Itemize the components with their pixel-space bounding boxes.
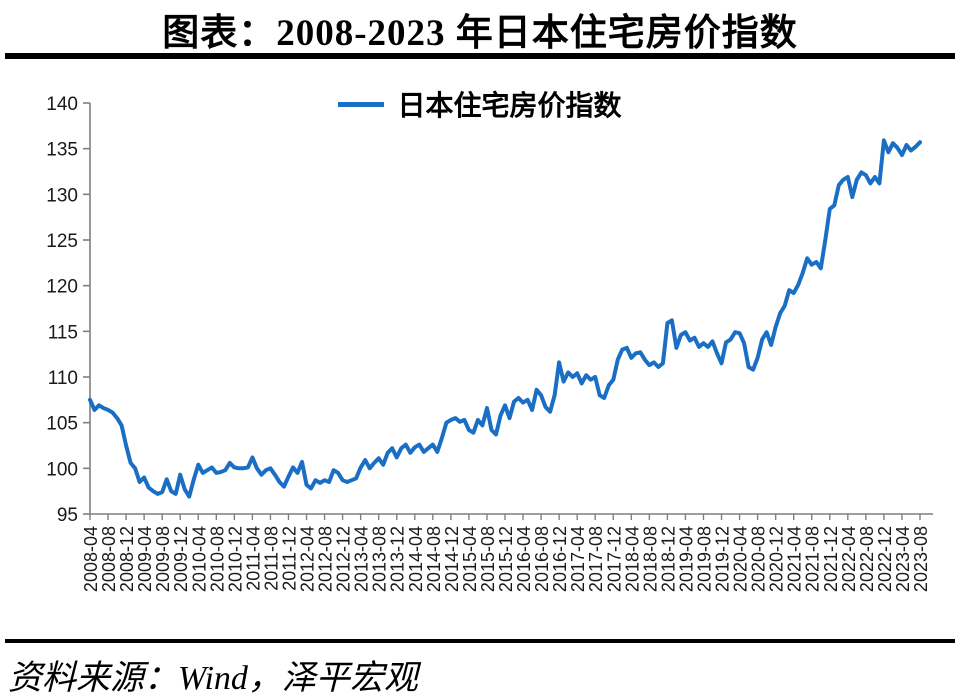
legend-line-swatch bbox=[338, 101, 385, 107]
x-tick-label: 2013-08 bbox=[370, 526, 390, 592]
y-tick-label: 110 bbox=[48, 368, 78, 389]
x-tick-label: 2012-04 bbox=[298, 526, 318, 592]
x-tick-label: 2020-08 bbox=[749, 526, 769, 592]
x-tick-label: 2021-12 bbox=[821, 526, 841, 592]
y-tick-label: 105 bbox=[46, 414, 78, 435]
x-tick-label: 2019-08 bbox=[694, 526, 714, 592]
x-tick-label: 2020-12 bbox=[767, 526, 787, 592]
x-tick-label: 2012-08 bbox=[316, 526, 336, 592]
x-tick-label: 2019-04 bbox=[676, 526, 696, 592]
y-tick-label: 135 bbox=[46, 140, 78, 161]
x-tick-label: 2023-04 bbox=[893, 526, 913, 592]
x-tick-label: 2022-04 bbox=[839, 526, 859, 592]
x-tick-label: 2017-12 bbox=[604, 526, 624, 592]
x-tick-label: 2018-12 bbox=[658, 526, 678, 592]
axis-lines bbox=[89, 103, 933, 515]
source-note: 资料来源：Wind，泽平宏观 bbox=[8, 660, 418, 693]
y-tick-label: 120 bbox=[46, 277, 78, 298]
x-tick-label: 2018-08 bbox=[640, 526, 660, 592]
x-tick-label: 2020-04 bbox=[731, 526, 751, 592]
y-tick-label: 95 bbox=[57, 505, 78, 526]
x-tick-label: 2014-12 bbox=[442, 526, 462, 592]
y-tick-label: 140 bbox=[46, 94, 78, 115]
x-tick-label: 2016-12 bbox=[550, 526, 570, 592]
x-tick-label: 2022-08 bbox=[857, 526, 877, 592]
x-tick-label: 2015-12 bbox=[496, 526, 516, 592]
x-tick-label: 2019-12 bbox=[713, 526, 733, 592]
x-axis: 2008-042008-082008-122009-042009-082009-… bbox=[81, 514, 931, 592]
x-tick-label: 2022-12 bbox=[875, 526, 895, 592]
x-tick-label: 2008-04 bbox=[81, 526, 101, 592]
x-tick-label: 2016-04 bbox=[514, 526, 534, 592]
x-tick-label: 2013-04 bbox=[352, 526, 372, 592]
x-tick-label: 2014-04 bbox=[406, 526, 426, 592]
x-tick-label: 2010-08 bbox=[207, 526, 227, 592]
footer-divider-rule bbox=[5, 639, 955, 643]
x-tick-label: 2009-12 bbox=[171, 526, 191, 592]
x-tick-label: 2011-12 bbox=[279, 526, 299, 591]
x-tick-label: 2014-08 bbox=[424, 526, 444, 592]
x-tick-label: 2010-12 bbox=[225, 526, 245, 592]
y-tick-label: 125 bbox=[46, 231, 78, 252]
price-index-chart: 951001051101151201251301351402008-042008… bbox=[46, 94, 933, 592]
x-tick-label: 2021-08 bbox=[803, 526, 823, 592]
x-tick-label: 2013-12 bbox=[388, 526, 408, 592]
y-tick-label: 115 bbox=[48, 322, 78, 343]
x-tick-label: 2023-08 bbox=[911, 526, 931, 592]
x-tick-label: 2016-08 bbox=[532, 526, 552, 592]
x-tick-label: 2017-08 bbox=[586, 526, 606, 592]
y-tick-label: 130 bbox=[46, 185, 78, 206]
x-tick-label: 2008-12 bbox=[117, 526, 137, 592]
y-axis: 95 100 105 110 115 120 125 130 135 140 bbox=[46, 94, 90, 526]
x-tick-label: 2008-08 bbox=[99, 526, 119, 592]
x-tick-label: 2011-04 bbox=[243, 526, 263, 591]
x-tick-label: 2009-08 bbox=[153, 526, 173, 592]
title-divider-rule bbox=[5, 53, 955, 59]
legend: 日本住宅房价指数 bbox=[0, 84, 960, 124]
x-tick-label: 2010-04 bbox=[189, 526, 209, 592]
x-tick-label: 2017-04 bbox=[568, 526, 588, 592]
x-tick-label: 2021-04 bbox=[785, 526, 805, 592]
chart-title: 图表：2008-2023 年日本住宅房价指数 bbox=[162, 13, 798, 54]
x-tick-label: 2015-04 bbox=[460, 526, 480, 592]
x-tick-label: 2012-12 bbox=[334, 526, 354, 592]
x-tick-label: 2009-04 bbox=[135, 526, 155, 592]
x-tick-label: 2011-08 bbox=[261, 526, 281, 591]
x-tick-label: 2018-04 bbox=[622, 526, 642, 592]
price-index-line bbox=[88, 138, 922, 499]
y-tick-label: 100 bbox=[46, 459, 78, 480]
legend-label: 日本住宅房价指数 bbox=[397, 91, 622, 122]
x-tick-label: 2015-08 bbox=[478, 526, 498, 592]
